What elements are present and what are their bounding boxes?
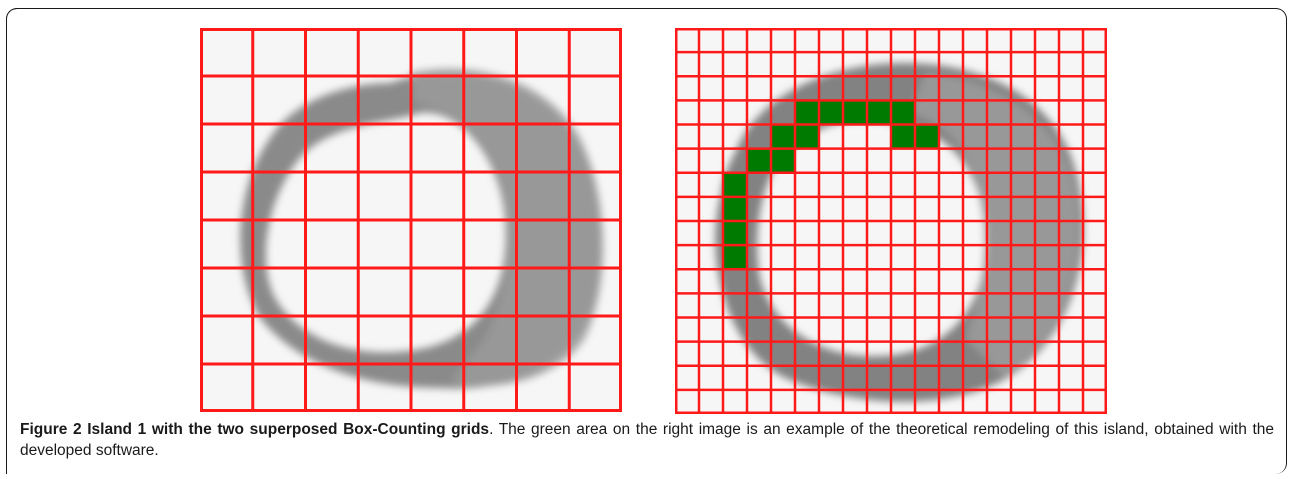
- highlight-cell: [891, 124, 915, 149]
- highlight-cell: [771, 124, 795, 149]
- highlight-cell: [771, 148, 795, 173]
- remodeling-highlight: [723, 100, 939, 270]
- highlight-cell: [795, 124, 819, 149]
- figure-frame: [6, 8, 1287, 474]
- right-grid-image: [675, 28, 1107, 414]
- highlight-cell: [723, 221, 747, 246]
- highlight-cell: [867, 100, 891, 125]
- highlight-cell: [819, 100, 843, 125]
- left-grid-image: [200, 28, 622, 412]
- island-ring: [240, 68, 604, 389]
- figure-caption: Figure 2 Island 1 with the two superpose…: [20, 419, 1274, 461]
- highlight-cell: [795, 100, 819, 125]
- highlight-cell: [723, 172, 747, 197]
- figure-title: Island 1 with the two superposed Box-Cou…: [87, 421, 490, 438]
- figure-description: . The green area on the right image is a…: [20, 421, 1275, 459]
- box-counting-grid-coarse: [200, 28, 622, 412]
- figure-label: Figure 2: [20, 421, 82, 438]
- highlight-cell: [723, 196, 747, 221]
- highlight-cell: [843, 100, 867, 125]
- highlight-cell: [915, 124, 939, 149]
- highlight-cell: [747, 148, 771, 173]
- highlight-cell: [723, 245, 747, 270]
- box-counting-grid-fine: [675, 28, 1107, 414]
- highlight-cell: [891, 100, 915, 125]
